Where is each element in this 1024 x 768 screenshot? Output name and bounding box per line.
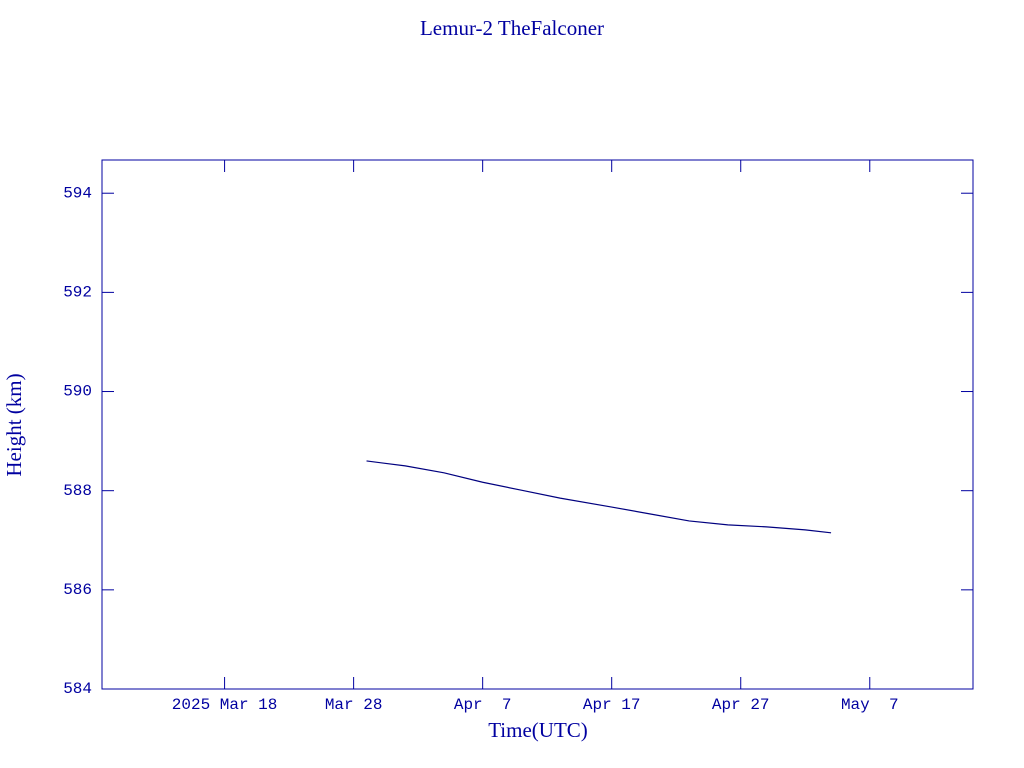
y-tick-label: 594	[63, 184, 92, 202]
y-tick-label: 592	[63, 284, 92, 302]
x-tick-label: 2025 Mar 18	[172, 696, 278, 714]
plot-frame	[101, 159, 974, 690]
y-tick-label: 590	[63, 383, 92, 401]
x-tick-label: May 7	[841, 696, 899, 714]
y-axis-label: Height (km)	[2, 373, 26, 476]
x-axis-label: Time(UTC)	[488, 718, 588, 742]
y-tick-label: 586	[63, 581, 92, 599]
data-line	[366, 460, 832, 534]
x-tick-label: Mar 28	[325, 696, 383, 714]
y-tick-label: 584	[63, 680, 92, 698]
chart-title: Lemur-2 TheFalconer	[420, 16, 604, 40]
y-tick-label: 588	[63, 482, 92, 500]
x-tick-label: Apr 7	[454, 696, 512, 714]
x-tick-label: Apr 27	[712, 696, 770, 714]
x-tick-label: Apr 17	[583, 696, 641, 714]
